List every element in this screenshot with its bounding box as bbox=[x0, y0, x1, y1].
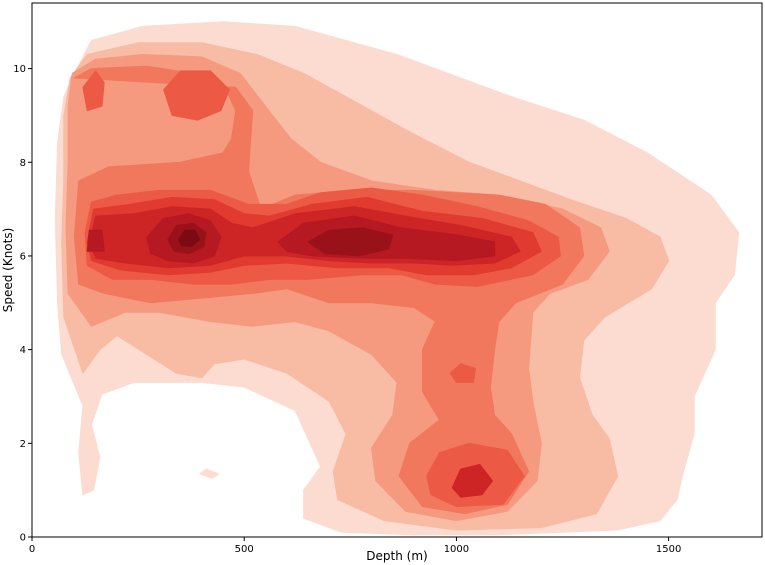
x-axis-label: Depth (m) bbox=[366, 549, 427, 563]
contour-level-1 bbox=[199, 468, 220, 479]
x-axis-ticks: 0 500 1000 1500 bbox=[29, 537, 681, 555]
contour-level-10 bbox=[177, 229, 201, 248]
contour-level-5 bbox=[82, 70, 105, 112]
contour-level-7 bbox=[451, 463, 493, 498]
density-contours bbox=[54, 21, 740, 536]
contour-level-5 bbox=[163, 70, 230, 121]
x-tick-label: 1500 bbox=[656, 544, 681, 555]
contour-level-4 bbox=[73, 65, 585, 515]
y-axis-ticks: 0 2 4 6 8 10 bbox=[13, 64, 32, 544]
y-tick-label: 2 bbox=[20, 439, 26, 450]
contour-level-9 bbox=[307, 227, 394, 257]
contour-level-8 bbox=[86, 229, 105, 252]
y-tick-label: 8 bbox=[20, 158, 26, 169]
x-tick-label: 1000 bbox=[444, 544, 469, 555]
x-tick-label: 0 bbox=[29, 544, 35, 555]
y-tick-label: 4 bbox=[20, 345, 26, 356]
y-axis-label: Speed (Knots) bbox=[1, 228, 15, 313]
y-tick-label: 0 bbox=[20, 533, 26, 544]
contour-level-5 bbox=[449, 363, 476, 383]
plot-frame bbox=[31, 2, 763, 538]
y-tick-label: 6 bbox=[20, 251, 26, 262]
x-tick-label: 500 bbox=[235, 544, 254, 555]
y-tick-label: 10 bbox=[13, 64, 26, 75]
